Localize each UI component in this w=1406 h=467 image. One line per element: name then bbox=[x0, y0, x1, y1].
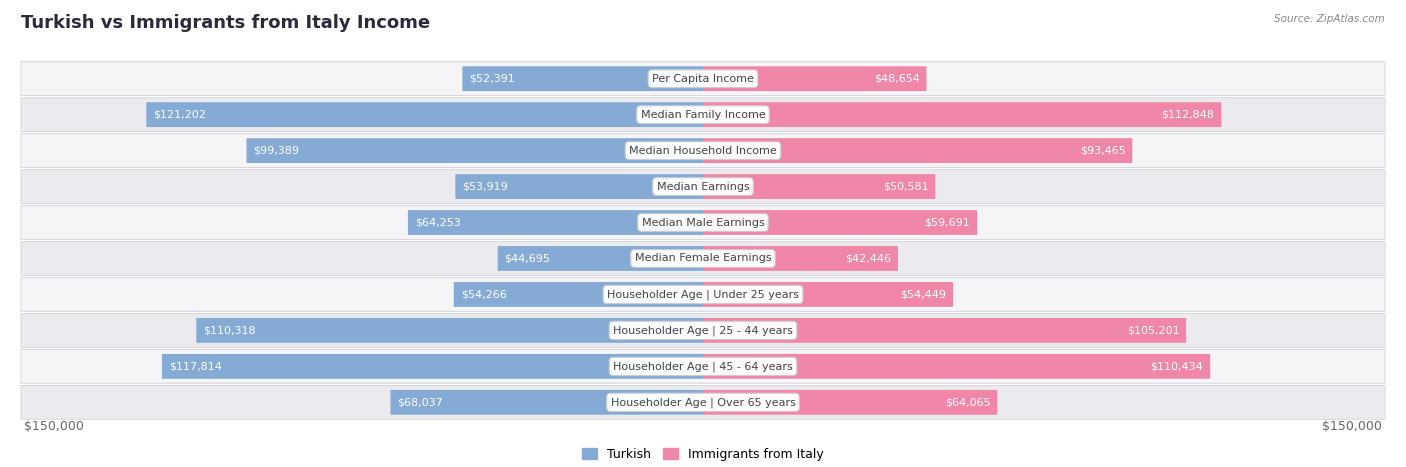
FancyBboxPatch shape bbox=[21, 134, 1385, 168]
FancyBboxPatch shape bbox=[498, 246, 703, 271]
Text: Median Earnings: Median Earnings bbox=[657, 182, 749, 191]
FancyBboxPatch shape bbox=[703, 174, 935, 199]
FancyBboxPatch shape bbox=[21, 313, 1385, 347]
FancyBboxPatch shape bbox=[21, 62, 1385, 96]
Text: Householder Age | 45 - 64 years: Householder Age | 45 - 64 years bbox=[613, 361, 793, 372]
Text: Median Female Earnings: Median Female Earnings bbox=[634, 254, 772, 263]
FancyBboxPatch shape bbox=[197, 318, 703, 343]
Text: $150,000: $150,000 bbox=[1322, 420, 1382, 433]
FancyBboxPatch shape bbox=[703, 246, 898, 271]
FancyBboxPatch shape bbox=[703, 318, 1187, 343]
FancyBboxPatch shape bbox=[456, 174, 703, 199]
FancyBboxPatch shape bbox=[21, 170, 1385, 204]
Text: $50,581: $50,581 bbox=[883, 182, 928, 191]
Text: $117,814: $117,814 bbox=[169, 361, 222, 371]
Text: $121,202: $121,202 bbox=[153, 110, 207, 120]
Text: Median Household Income: Median Household Income bbox=[628, 146, 778, 156]
FancyBboxPatch shape bbox=[454, 282, 703, 307]
FancyBboxPatch shape bbox=[408, 210, 703, 235]
Text: $44,695: $44,695 bbox=[505, 254, 551, 263]
FancyBboxPatch shape bbox=[162, 354, 703, 379]
Text: $150,000: $150,000 bbox=[24, 420, 84, 433]
Text: $64,065: $64,065 bbox=[945, 397, 990, 407]
FancyBboxPatch shape bbox=[703, 354, 1211, 379]
FancyBboxPatch shape bbox=[21, 241, 1385, 276]
Text: $93,465: $93,465 bbox=[1080, 146, 1125, 156]
FancyBboxPatch shape bbox=[703, 138, 1132, 163]
FancyBboxPatch shape bbox=[21, 349, 1385, 383]
Text: $52,391: $52,391 bbox=[470, 74, 515, 84]
FancyBboxPatch shape bbox=[703, 102, 1222, 127]
FancyBboxPatch shape bbox=[21, 385, 1385, 419]
Text: $59,691: $59,691 bbox=[925, 218, 970, 227]
Text: $42,446: $42,446 bbox=[845, 254, 891, 263]
Legend: Turkish, Immigrants from Italy: Turkish, Immigrants from Italy bbox=[582, 448, 824, 461]
FancyBboxPatch shape bbox=[146, 102, 703, 127]
Text: $110,318: $110,318 bbox=[204, 325, 256, 335]
FancyBboxPatch shape bbox=[703, 66, 927, 91]
Text: $68,037: $68,037 bbox=[398, 397, 443, 407]
Text: Turkish vs Immigrants from Italy Income: Turkish vs Immigrants from Italy Income bbox=[21, 14, 430, 32]
Text: Householder Age | 25 - 44 years: Householder Age | 25 - 44 years bbox=[613, 325, 793, 336]
FancyBboxPatch shape bbox=[703, 282, 953, 307]
FancyBboxPatch shape bbox=[21, 277, 1385, 311]
FancyBboxPatch shape bbox=[21, 205, 1385, 240]
Text: Householder Age | Over 65 years: Householder Age | Over 65 years bbox=[610, 397, 796, 408]
FancyBboxPatch shape bbox=[703, 390, 997, 415]
Text: Source: ZipAtlas.com: Source: ZipAtlas.com bbox=[1274, 14, 1385, 24]
Text: $105,201: $105,201 bbox=[1126, 325, 1180, 335]
Text: $99,389: $99,389 bbox=[253, 146, 299, 156]
Text: Median Family Income: Median Family Income bbox=[641, 110, 765, 120]
FancyBboxPatch shape bbox=[21, 98, 1385, 132]
FancyBboxPatch shape bbox=[703, 210, 977, 235]
FancyBboxPatch shape bbox=[391, 390, 703, 415]
Text: $54,449: $54,449 bbox=[900, 290, 946, 299]
Text: Median Male Earnings: Median Male Earnings bbox=[641, 218, 765, 227]
FancyBboxPatch shape bbox=[463, 66, 703, 91]
Text: $110,434: $110,434 bbox=[1150, 361, 1204, 371]
Text: $53,919: $53,919 bbox=[463, 182, 508, 191]
Text: Per Capita Income: Per Capita Income bbox=[652, 74, 754, 84]
Text: $48,654: $48,654 bbox=[873, 74, 920, 84]
FancyBboxPatch shape bbox=[246, 138, 703, 163]
Text: $112,848: $112,848 bbox=[1161, 110, 1215, 120]
Text: $54,266: $54,266 bbox=[461, 290, 506, 299]
Text: Householder Age | Under 25 years: Householder Age | Under 25 years bbox=[607, 289, 799, 300]
Text: $64,253: $64,253 bbox=[415, 218, 461, 227]
